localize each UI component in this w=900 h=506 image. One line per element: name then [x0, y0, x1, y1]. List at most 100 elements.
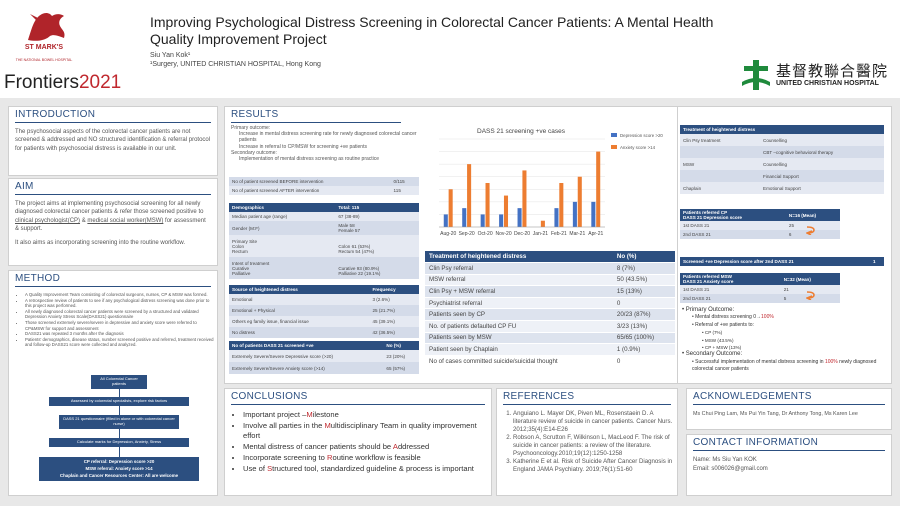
chart-legend-swatch [611, 145, 617, 149]
contact-email: Email: s006026@gmail.com [693, 466, 768, 472]
poster-title: Improving Psychological Distress Screeni… [150, 14, 714, 47]
references-heading: REFERENCES [503, 391, 575, 402]
contact-heading: CONTACT INFORMATION [693, 437, 819, 448]
chart-legend-label: Depression score >20 [620, 133, 663, 138]
treatment-table: Treatment of heightened distress No (%) C… [425, 251, 675, 368]
msw-anxiety-table: Patients referred MSW DASS 21 Anxiety sc… [680, 273, 840, 303]
st-marks-lion-logo [28, 12, 65, 41]
chart-x-tick-label: Apr-21 [588, 231, 603, 237]
chart-bar-depression [480, 214, 485, 227]
chart-x-tick-label: Jan-21 [533, 231, 549, 237]
aim-section: AIM The project aims at implementing psy… [8, 178, 218, 266]
conclusions-list: Important project –Milestone Involve all… [225, 410, 491, 474]
contact-name: Name: Ms Siu Yan KOK [693, 457, 757, 463]
aim-text: The project aims at implementing psychos… [15, 201, 206, 233]
uch-cross-icon [742, 60, 770, 90]
divider [15, 122, 211, 123]
flow-arrow [119, 429, 120, 438]
chart-bar-depression [462, 208, 467, 227]
decrease-arrow-icon [806, 226, 815, 235]
uch-english-name: UNITED CHRISTIAN HOSPITAL [776, 80, 879, 87]
flow-arrow [119, 389, 120, 397]
poster-author: Siu Yan Kok¹ [150, 52, 191, 59]
method-bullets: A Quality Improvement Team consisting of… [9, 292, 217, 348]
dass21-bar-chart: DASS 21 screening +ve cases Aug-20 Sep-20 O… [425, 123, 677, 243]
poster-affiliation: ¹Surgery, UNITED CHRISTIAN HOSPITAL, Hon… [150, 61, 321, 68]
method-bullet: Those screened extremely severe/severe i… [25, 320, 217, 331]
chart-x-tick-label: Mar-21 [569, 231, 585, 237]
chart-bar-depression [572, 201, 577, 227]
conclusion-item: Important project –Milestone [243, 410, 485, 420]
acknowledgements-heading: ACKNOWLEDGEMENTS [693, 391, 812, 402]
divider [503, 404, 671, 405]
contact-section: CONTACT INFORMATION Name: Ms Siu Yan KOK… [686, 434, 892, 496]
chart-bar-depression [554, 208, 559, 227]
conclusion-item: Involve all parties in the Multidiscipli… [243, 421, 485, 441]
results-section: RESULTS Primary outcome: Increase in men… [224, 106, 678, 384]
chart-x-tick-label: Sep-20 [459, 231, 475, 237]
demographics-table: Demographics Total: 115 Median patient ag… [229, 203, 419, 279]
flow-step-2: Assessed by colorectal specialists, expl… [49, 397, 189, 406]
flow-arrow [119, 447, 120, 457]
conclusion-item: Use of Structured tool, standardized gui… [243, 464, 485, 474]
reference-item: Robson A, Scrutton F, Wilkinson L, MacLe… [513, 434, 673, 458]
chart-bar-anxiety [596, 151, 601, 227]
chart-x-tick-label: Aug-20 [440, 231, 456, 237]
chart-legend-swatch [611, 133, 617, 137]
aim-text-2: It also aims as incorporating screening … [15, 239, 186, 246]
reference-item: Anguiano L. Mayer DK, Piven ML, Rosensta… [513, 410, 673, 434]
divider [693, 450, 885, 451]
chart-bar-depression [517, 208, 522, 227]
references-section: REFERENCES Anguiano L. Mayer DK, Piven M… [496, 388, 678, 496]
introduction-text: The psychosocial aspects of the colorect… [15, 129, 211, 152]
divider [231, 122, 401, 123]
chart-x-tick-label: Dec-20 [514, 231, 530, 237]
method-bullet: A Quality Improvement Team consisting of… [25, 292, 217, 298]
acknowledgements-text: Ms Chui Ping Lam, Ms Pui Yin Tang, Dr An… [693, 411, 858, 417]
divider [15, 194, 211, 195]
results-right-panel: Treatment of heightened distress Clin Ps… [678, 106, 892, 384]
introduction-heading: INTRODUCTION [15, 109, 96, 120]
chart-bar-anxiety [448, 189, 453, 227]
acknowledgements-section: ACKNOWLEDGEMENTS Ms Chui Ping Lam, Ms Pu… [686, 388, 892, 430]
outcome-summary: • Primary Outcome: • Mental distress scr… [682, 307, 877, 373]
chart-bar-anxiety [503, 195, 509, 227]
decrease-arrow-icon [806, 291, 815, 300]
chart-bar-depression [591, 201, 596, 227]
method-bullet: A retrospective review of patients to se… [25, 298, 217, 309]
conclusions-section: CONCLUSIONS Important project –Milestone… [224, 388, 492, 496]
method-bullet: Patients' demographics, disease status, … [25, 337, 217, 348]
chart-title: DASS 21 screening +ve cases [477, 128, 566, 135]
flow-step-1: All Colorectal Cancer patients [91, 375, 147, 389]
divider [15, 286, 211, 287]
poster-header: ST MARK'S THE NATIONAL BOWEL HOSPITAL Fr… [0, 0, 900, 98]
frontiers-logo: Frontiers2021 [4, 72, 122, 93]
method-section: METHOD A Quality Improvement Team consis… [8, 270, 218, 496]
results-heading: RESULTS [231, 109, 279, 120]
method-heading: METHOD [15, 273, 61, 284]
references-list: Anguiano L. Mayer DK, Piven ML, Rosensta… [497, 410, 677, 474]
dass-positive-table: No of patients DASS 21 screened +ve No (%… [229, 341, 419, 374]
method-bullet: All newly diagnosed colorectal cancer pa… [25, 309, 217, 320]
introduction-section: INTRODUCTION The psychosocial aspects of… [8, 106, 218, 176]
chart-bar-depression [499, 214, 504, 227]
cp-dass-table: Patients referred CP DASS 21 Depression … [680, 209, 840, 239]
screening-table: No of patient screened BEFORE interventi… [229, 177, 419, 195]
conclusion-item: Incorporate screening to Routine workflo… [243, 453, 485, 463]
chart-bar-anxiety [467, 164, 472, 227]
chart-bar-anxiety [485, 183, 490, 227]
chart-bar-anxiety [540, 220, 545, 227]
st-marks-name: ST MARK'S [24, 44, 64, 51]
divider [693, 404, 885, 405]
uch-chinese-name: 基督教聯合醫院 [776, 63, 889, 80]
distress-source-table: Source of heightened distress Frequency E… [229, 285, 419, 338]
msw-dass-table: Screened +ve Depression score after 2nd … [680, 257, 884, 266]
chart-canvas: DASS 21 screening +ve cases Aug-20 Sep-20 O… [439, 128, 663, 237]
st-marks-sub: THE NATIONAL BOWEL HOSPITAL [15, 58, 73, 62]
chart-x-tick-label: Oct-20 [478, 231, 493, 237]
chart-x-tick-label: Feb-21 [551, 231, 567, 237]
chart-x-tick-label: Nov-20 [495, 231, 511, 237]
results-outcomes: Primary outcome: Increase in mental dist… [231, 125, 417, 163]
chart-bar-anxiety [577, 176, 582, 227]
chart-bar-anxiety [559, 183, 564, 227]
